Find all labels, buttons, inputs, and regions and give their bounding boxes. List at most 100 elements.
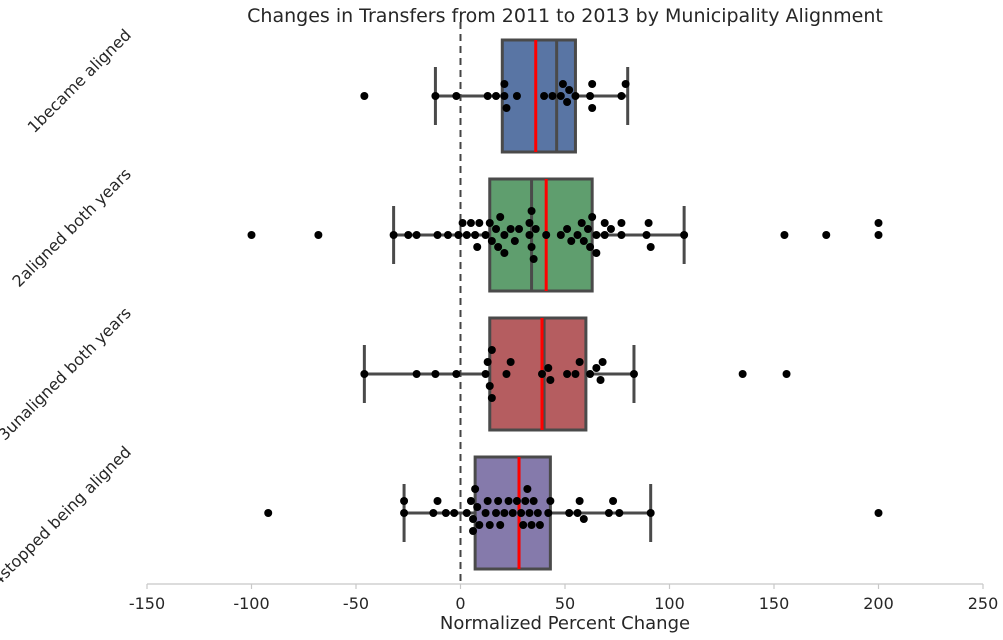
- data-point: [546, 376, 555, 384]
- data-point: [629, 370, 638, 378]
- data-point: [586, 370, 595, 378]
- category-label: 4stopped being aligned: [0, 442, 135, 589]
- data-point: [473, 503, 482, 511]
- x-tick-label: 150: [759, 594, 790, 613]
- data-point: [738, 370, 747, 378]
- data-point: [506, 358, 515, 366]
- data-point: [588, 104, 597, 112]
- data-point: [458, 219, 467, 227]
- data-point: [535, 521, 544, 529]
- data-point: [466, 219, 475, 227]
- data-point: [454, 231, 463, 239]
- data-point: [575, 358, 584, 366]
- x-tick-label: -100: [233, 594, 269, 613]
- data-point: [527, 243, 536, 251]
- x-tick-label: -150: [129, 594, 165, 613]
- data-point: [496, 521, 505, 529]
- data-point: [780, 231, 789, 239]
- data-point: [642, 231, 651, 239]
- data-point: [525, 509, 534, 517]
- data-point: [481, 370, 490, 378]
- data-point: [462, 231, 471, 239]
- data-point: [469, 527, 478, 535]
- data-point: [452, 92, 461, 100]
- data-point: [510, 237, 519, 245]
- data-point: [617, 92, 626, 100]
- data-point: [389, 231, 398, 239]
- data-point: [592, 231, 601, 239]
- data-point: [523, 485, 532, 493]
- data-point: [527, 207, 536, 215]
- data-point: [586, 243, 595, 251]
- data-point: [512, 497, 521, 505]
- data-point: [492, 225, 501, 233]
- data-point: [579, 515, 588, 523]
- data-point: [500, 249, 509, 257]
- data-point: [475, 521, 484, 529]
- data-point: [492, 509, 501, 517]
- data-point: [519, 521, 528, 529]
- category-label: 2aligned both years: [8, 164, 134, 290]
- data-point: [443, 231, 452, 239]
- box-group-1: 1became aligned: [24, 25, 630, 154]
- data-point: [567, 237, 576, 245]
- data-point: [412, 231, 421, 239]
- data-point: [563, 225, 572, 233]
- data-point: [579, 237, 588, 245]
- data-point: [558, 80, 567, 88]
- data-point: [571, 370, 580, 378]
- data-point: [538, 370, 547, 378]
- data-point: [604, 509, 613, 517]
- box-group-2: 2aligned both years: [8, 164, 883, 293]
- data-point: [314, 231, 323, 239]
- chart-title: Changes in Transfers from 2011 to 2013 b…: [247, 5, 883, 27]
- data-point: [600, 231, 609, 239]
- data-point: [483, 358, 492, 366]
- data-point: [481, 231, 490, 239]
- data-point: [644, 219, 653, 227]
- data-point: [500, 80, 509, 88]
- data-point: [506, 225, 515, 233]
- data-point: [466, 497, 475, 505]
- data-point: [515, 225, 524, 233]
- data-point: [502, 104, 511, 112]
- data-point: [782, 370, 791, 378]
- x-tick-label: 200: [863, 594, 894, 613]
- data-point: [874, 231, 883, 239]
- data-point: [471, 485, 480, 493]
- data-point: [360, 370, 369, 378]
- data-point: [485, 382, 494, 390]
- data-point: [429, 509, 438, 517]
- data-point: [483, 497, 492, 505]
- data-point: [822, 231, 831, 239]
- data-point: [621, 80, 630, 88]
- data-point: [544, 509, 553, 517]
- data-point: [596, 376, 605, 384]
- data-point: [525, 231, 534, 239]
- data-point: [473, 243, 482, 251]
- data-point: [527, 521, 536, 529]
- data-point: [504, 497, 513, 505]
- data-point: [540, 92, 549, 100]
- data-point: [546, 497, 555, 505]
- box-layer: 1became aligned 2aligned both years 3unali…: [0, 22, 883, 589]
- data-point: [517, 509, 526, 517]
- x-tick-label: 0: [455, 594, 465, 613]
- data-point: [247, 231, 256, 239]
- data-point: [600, 219, 609, 227]
- data-point: [544, 364, 553, 372]
- data-point: [400, 509, 409, 517]
- data-point: [588, 213, 597, 221]
- data-point: [487, 237, 496, 245]
- data-point: [529, 497, 538, 505]
- x-tick-label: 250: [968, 594, 999, 613]
- x-tick-label: -50: [343, 594, 369, 613]
- data-point: [565, 86, 574, 94]
- data-point: [556, 231, 565, 239]
- data-point: [452, 370, 461, 378]
- data-point: [521, 497, 530, 505]
- data-point: [431, 92, 440, 100]
- data-point: [548, 92, 557, 100]
